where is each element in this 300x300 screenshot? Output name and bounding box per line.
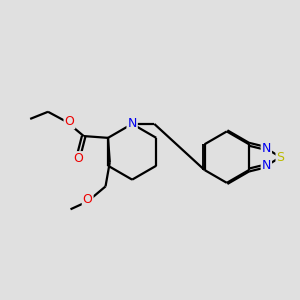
Text: S: S bbox=[277, 151, 284, 164]
Text: O: O bbox=[64, 115, 74, 128]
Text: N: N bbox=[262, 159, 271, 172]
Text: O: O bbox=[83, 193, 93, 206]
Text: N: N bbox=[128, 117, 137, 130]
Text: N: N bbox=[262, 142, 271, 155]
Text: O: O bbox=[74, 152, 83, 165]
